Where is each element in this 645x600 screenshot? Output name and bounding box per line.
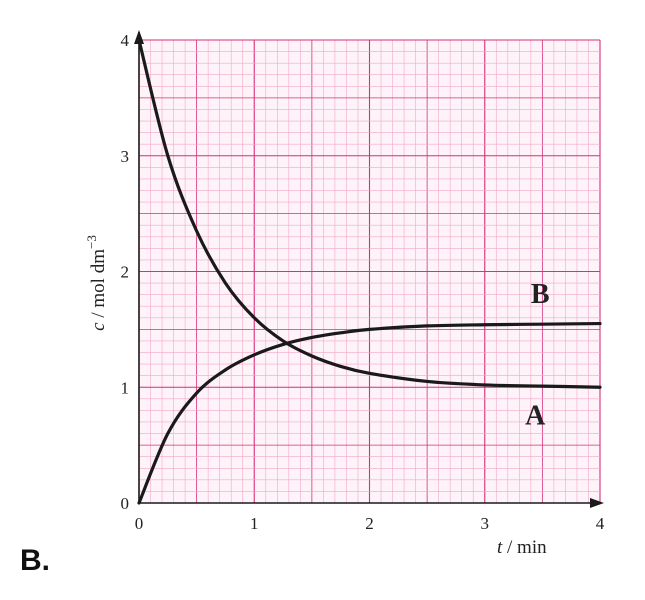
y-axis-label: c / mol dm−3 (84, 235, 109, 331)
series-label-a: A (525, 400, 546, 431)
x-axis-variable: t (497, 537, 503, 558)
y-axis-unit-exponent: −3 (84, 235, 99, 249)
y-tick-label: 0 (121, 494, 130, 513)
x-axis-label: t / min (497, 537, 547, 558)
grid (138, 39, 601, 504)
x-tick-label: 3 (481, 514, 490, 533)
y-axis-unit: / mol dm (88, 249, 109, 323)
series-line-b (137, 321, 602, 505)
tick-labels: 0 1 2 3 4 0 1 2 3 4 (121, 31, 605, 533)
x-axis-unit: / min (502, 537, 547, 558)
y-axis-arrow (134, 30, 144, 44)
y-axis-variable: c (88, 322, 109, 331)
y-tick-label: 4 (121, 31, 130, 50)
x-tick-label: 4 (596, 514, 605, 533)
series-label-b: B (531, 279, 550, 310)
series-line-a (137, 38, 602, 389)
x-tick-label: 1 (250, 514, 259, 533)
curves (137, 38, 602, 505)
y-tick-label: 1 (121, 378, 130, 397)
x-tick-label: 0 (135, 514, 144, 533)
y-tick-label: 3 (121, 147, 130, 166)
x-tick-label: 2 (365, 514, 374, 533)
y-tick-label: 2 (121, 263, 130, 282)
answer-option-label: B. (20, 544, 50, 577)
x-axis-arrow (590, 498, 604, 508)
axes (134, 30, 604, 508)
